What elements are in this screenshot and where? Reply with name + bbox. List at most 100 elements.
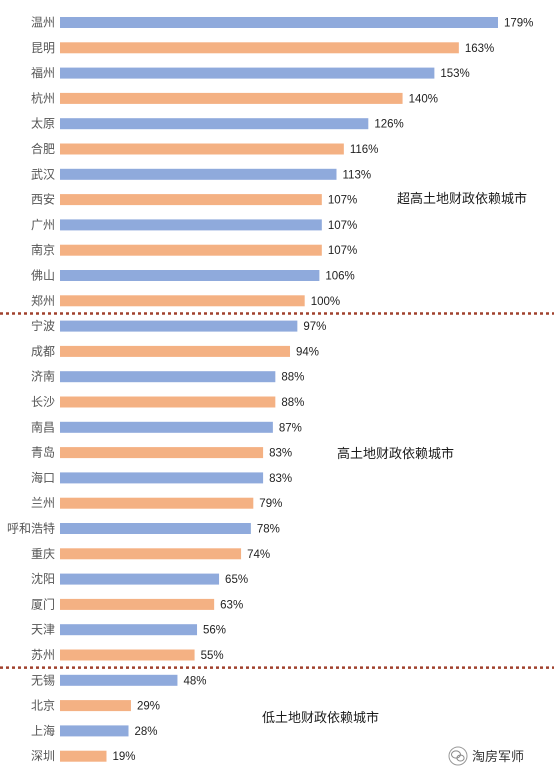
- category-label: 郑州: [31, 293, 55, 308]
- bar: [60, 345, 291, 357]
- bar: [60, 624, 198, 636]
- bar: [60, 194, 322, 206]
- value-label: 48%: [183, 675, 206, 687]
- category-label: 武汉: [31, 167, 55, 181]
- category-label: 海口: [31, 470, 55, 485]
- category-label: 广州: [31, 218, 55, 232]
- category-label: 青岛: [31, 445, 55, 460]
- bar: [60, 598, 215, 610]
- bar: [60, 371, 276, 383]
- value-label: 87%: [279, 422, 302, 434]
- value-label: 88%: [281, 372, 304, 384]
- category-label: 南昌: [31, 419, 55, 434]
- category-label: 天津: [31, 623, 55, 637]
- value-label: 107%: [328, 195, 357, 207]
- bar: [60, 143, 344, 155]
- value-label: 116%: [350, 144, 379, 156]
- bar: [60, 674, 178, 686]
- category-label: 太原: [31, 116, 55, 131]
- category-label: 济南: [31, 369, 55, 384]
- category-label: 长沙: [31, 395, 55, 409]
- bar: [60, 67, 435, 79]
- value-label: 88%: [281, 397, 304, 409]
- bars-layer: 温州 179% 昆明 163% 福州 153% 杭州 140% 太原 126% 合肥 116% 武汉 11…: [7, 16, 533, 764]
- bar: [60, 168, 337, 180]
- bar: [60, 320, 298, 332]
- category-label: 沈阳: [31, 571, 55, 586]
- value-label: 113%: [343, 169, 372, 181]
- bar: [60, 700, 131, 712]
- bar: [60, 396, 276, 408]
- tier-label: 超高土地财政依赖城市: [397, 191, 527, 207]
- category-label: 西安: [31, 192, 55, 207]
- bar: [60, 548, 242, 560]
- value-label: 107%: [328, 220, 357, 232]
- value-label: 74%: [247, 549, 270, 561]
- dividers-layer: [0, 312, 554, 669]
- category-label: 宁波: [31, 318, 55, 333]
- tier-label: 低土地财政依赖城市: [262, 710, 379, 726]
- value-label: 55%: [201, 650, 224, 662]
- category-label: 无锡: [31, 672, 55, 687]
- value-label: 83%: [269, 473, 292, 485]
- bar: [60, 472, 264, 484]
- bar: [60, 573, 220, 585]
- category-label: 兰州: [31, 496, 55, 510]
- category-label: 成都: [31, 344, 55, 358]
- bar: [60, 295, 305, 307]
- category-label: 南京: [31, 242, 55, 257]
- bar: [60, 750, 107, 762]
- bar: [60, 649, 195, 661]
- value-label: 63%: [220, 599, 243, 611]
- category-label: 合肥: [31, 141, 55, 156]
- watermark-text: 淘房军师: [472, 749, 524, 765]
- wechat-logo-icon: [448, 746, 468, 766]
- value-label: 28%: [135, 726, 158, 738]
- category-label: 杭州: [31, 90, 55, 105]
- value-label: 94%: [296, 346, 319, 358]
- bar: [60, 447, 264, 459]
- value-label: 97%: [303, 321, 326, 333]
- bar: [60, 523, 251, 534]
- tier-label: 高土地财政依赖城市: [337, 446, 454, 462]
- value-label: 65%: [225, 574, 248, 586]
- bar: [60, 118, 369, 130]
- bar: [60, 270, 320, 281]
- category-label: 昆明: [31, 41, 55, 55]
- value-label: 140%: [409, 93, 438, 105]
- category-label: 福州: [31, 65, 55, 80]
- category-label: 重庆: [31, 547, 55, 561]
- bar: [60, 92, 403, 104]
- value-label: 179%: [504, 18, 533, 30]
- bar: [60, 421, 273, 433]
- value-label: 153%: [440, 68, 469, 80]
- value-label: 106%: [325, 271, 354, 283]
- value-label: 19%: [112, 751, 135, 763]
- category-label: 温州: [31, 16, 55, 30]
- category-label: 佛山: [31, 269, 55, 283]
- category-label: 苏州: [31, 648, 55, 662]
- value-label: 29%: [137, 701, 160, 713]
- value-label: 107%: [328, 245, 357, 257]
- value-label: 79%: [259, 498, 282, 510]
- value-label: 56%: [203, 625, 226, 637]
- bar: [60, 17, 498, 28]
- bar: [60, 725, 129, 737]
- category-label: 呼和浩特: [7, 521, 55, 536]
- value-label: 126%: [374, 119, 403, 131]
- category-label: 深圳: [31, 749, 55, 763]
- category-label: 厦门: [31, 596, 55, 611]
- bar: [60, 244, 322, 256]
- bar: [60, 497, 254, 509]
- category-label: 北京: [31, 699, 55, 713]
- value-label: 163%: [465, 43, 494, 55]
- category-label: 上海: [31, 723, 55, 738]
- value-label: 78%: [257, 524, 280, 536]
- value-label: 100%: [311, 296, 340, 308]
- watermark: 淘房军师: [448, 746, 524, 766]
- bar: [60, 42, 459, 54]
- value-label: 83%: [269, 448, 292, 460]
